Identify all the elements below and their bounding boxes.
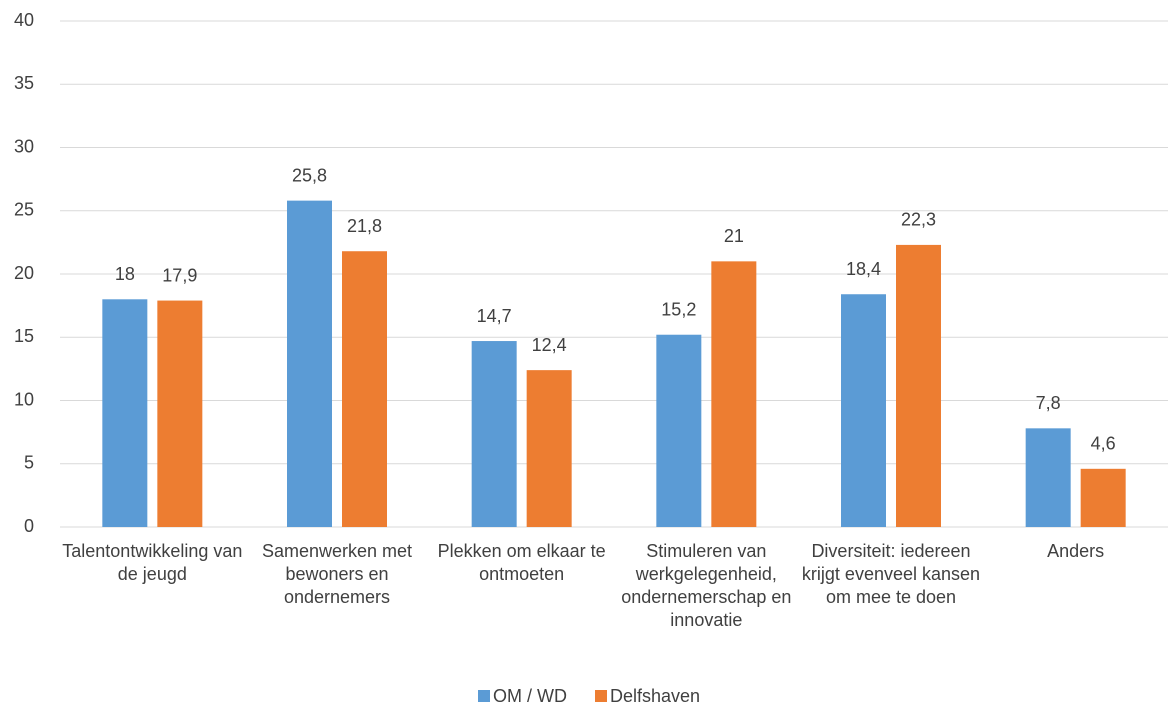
x-tick-label: Plekken om elkaar te ontmoeten xyxy=(437,541,606,584)
y-tick-label: 5 xyxy=(24,453,34,473)
bar xyxy=(1080,468,1126,527)
y-tick-label: 15 xyxy=(14,326,34,346)
bar xyxy=(157,300,203,527)
x-tick-label: Samenwerken met bewoners en ondernemers xyxy=(261,541,413,607)
x-tick-label: Talentontwikkeling van de jeugd xyxy=(62,541,243,584)
data-label: 15,2 xyxy=(661,299,696,319)
x-tick-label: Anders xyxy=(1047,541,1105,561)
bar xyxy=(471,341,517,527)
bar xyxy=(656,334,702,527)
data-label: 18 xyxy=(115,264,135,284)
x-tick-label: Diversiteit: iedereen krijgt evenveel ka… xyxy=(801,541,981,607)
y-tick-label: 30 xyxy=(14,136,34,156)
data-label: 18,4 xyxy=(846,259,881,279)
legend-swatch xyxy=(595,690,607,702)
legend-label: OM / WD xyxy=(493,686,567,706)
bar xyxy=(1025,428,1071,527)
y-tick-label: 25 xyxy=(14,200,34,220)
data-label: 14,7 xyxy=(477,306,512,326)
data-label: 22,3 xyxy=(901,210,936,230)
data-label: 4,6 xyxy=(1091,434,1116,454)
bar xyxy=(526,370,572,527)
data-label: 21 xyxy=(724,226,744,246)
y-tick-label: 10 xyxy=(14,389,34,409)
data-label: 12,4 xyxy=(532,335,567,355)
bar xyxy=(841,294,886,527)
bar xyxy=(896,244,941,527)
bar xyxy=(102,299,148,527)
legend-label: Delfshaven xyxy=(610,686,700,706)
data-label: 21,8 xyxy=(347,216,382,236)
bar xyxy=(711,261,757,527)
y-tick-label: 20 xyxy=(14,263,34,283)
bar xyxy=(287,200,332,527)
data-label: 17,9 xyxy=(162,265,197,285)
y-tick-label: 0 xyxy=(24,516,34,536)
data-label: 7,8 xyxy=(1036,393,1061,413)
bar xyxy=(342,251,387,528)
legend-swatch xyxy=(478,690,490,702)
x-tick-label: Stimuleren van werkgelegenheid, ondernem… xyxy=(621,541,792,630)
y-tick-label: 40 xyxy=(14,10,34,30)
data-label: 25,8 xyxy=(292,165,327,185)
y-tick-label: 35 xyxy=(14,73,34,93)
